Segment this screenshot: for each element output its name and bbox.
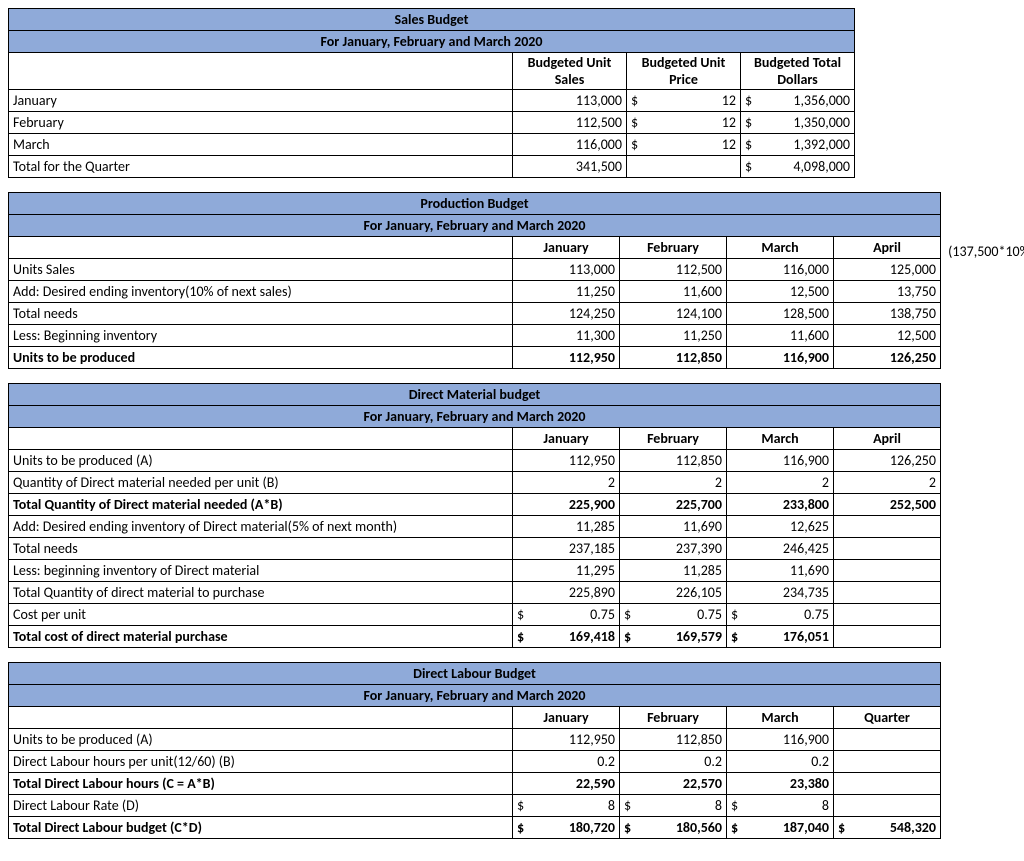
table-row: Total Quantity of Direct material needed… [9, 494, 941, 516]
table-row: Units to be produced (A) 112,950 112,850… [9, 450, 941, 472]
blank-header [9, 53, 513, 90]
table-row: Less: beginning inventory of Direct mate… [9, 560, 941, 582]
dl-title: Direct Labour Budget [9, 663, 941, 685]
sales-budget-table: Sales Budget For January, February and M… [8, 8, 855, 178]
table-row: Total Direct Labour hours (C = A*B) 22,5… [9, 773, 941, 795]
table-row: Total for the Quarter 341,500 $4,098,000 [9, 156, 855, 178]
sales-title: Sales Budget [9, 9, 855, 31]
production-budget-table: Production Budget For January, February … [8, 192, 941, 369]
table-row: February 112,500 $12 $1,350,000 [9, 112, 855, 134]
table-row: March 116,000 $12 $1,392,000 [9, 134, 855, 156]
dm-subtitle: For January, February and March 2020 [9, 406, 941, 428]
table-row: Total Direct Labour budget (C*D) $180,72… [9, 817, 941, 839]
direct-material-table: Direct Material budget For January, Febr… [8, 383, 941, 648]
prod-title: Production Budget [9, 193, 941, 215]
table-row: Direct Labour hours per unit(12/60) (B) … [9, 751, 941, 773]
table-row: Quantity of Direct material needed per u… [9, 472, 941, 494]
table-row: Add: Desired ending inventory(10% of nex… [9, 281, 941, 303]
table-row: Units to be produced 112,950 112,850 116… [9, 347, 941, 369]
hdr-units: Budgeted Unit Sales [513, 53, 627, 90]
table-row: Total needs 237,185 237,390 246,425 [9, 538, 941, 560]
table-row: Total cost of direct material purchase $… [9, 626, 941, 648]
table-row: Direct Labour Rate (D) $8 $8 $8 [9, 795, 941, 817]
hdr-dollars: Budgeted Total Dollars [741, 53, 855, 90]
table-row: January 113,000 $12 $1,356,000 [9, 90, 855, 112]
dl-subtitle: For January, February and March 2020 [9, 685, 941, 707]
prod-subtitle: For January, February and March 2020 [9, 215, 941, 237]
dm-title: Direct Material budget [9, 384, 941, 406]
table-row: Cost per unit $0.75 $0.75 $0.75 [9, 604, 941, 626]
hdr-price: Budgeted Unit Price [627, 53, 741, 90]
table-row: Add: Desired ending inventory of Direct … [9, 516, 941, 538]
table-row: Total needs 124,250 124,100 128,500 138,… [9, 303, 941, 325]
annotation-text: (137,500*10%) [944, 243, 1024, 260]
sales-subtitle: For January, February and March 2020 [9, 31, 855, 53]
table-row: Units Sales 113,000 112,500 116,000 125,… [9, 259, 941, 281]
direct-labour-table: Direct Labour Budget For January, Februa… [8, 662, 941, 839]
table-row: Total Quantity of direct material to pur… [9, 582, 941, 604]
table-row: Units to be produced (A) 112,950 112,850… [9, 729, 941, 751]
table-row: Less: Beginning inventory 11,300 11,250 … [9, 325, 941, 347]
